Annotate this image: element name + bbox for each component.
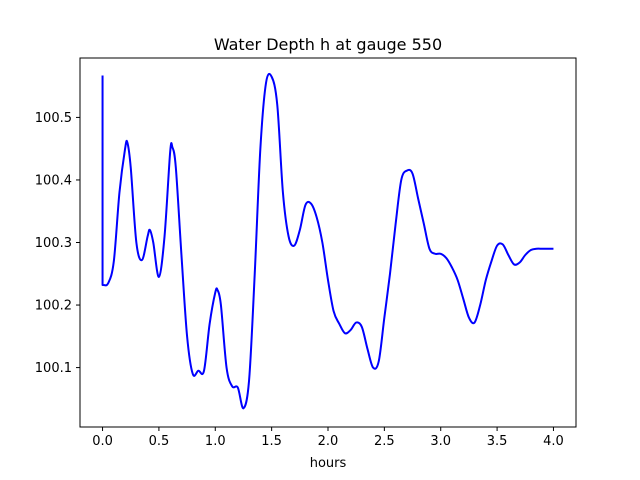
y-tick-label: 100.2 [35, 299, 72, 314]
x-tick-label: 1.5 [261, 434, 282, 449]
series-group [101, 72, 554, 410]
x-tick-label: 2.5 [374, 434, 395, 449]
x-tick-label: 4.0 [543, 434, 564, 449]
x-tick-label: 2.0 [318, 434, 339, 449]
y-tick-label: 100.5 [35, 111, 72, 126]
chart-title: Water Depth h at gauge 550 [214, 35, 442, 54]
y-tick-label: 100.1 [35, 361, 72, 376]
x-tick-label: 3.5 [487, 434, 508, 449]
x-axis-title: hours [310, 456, 347, 471]
x-axis-ticks: 0.0 0.5 1.0 1.5 2.0 2.5 3.0 3.5 4.0 [92, 427, 564, 449]
y-tick-label: 100.3 [35, 236, 72, 251]
y-axis-ticks: 100.1 100.2 100.3 100.4 100.5 [35, 111, 80, 376]
series-line [101, 72, 554, 410]
x-tick-label: 3.0 [430, 434, 451, 449]
x-tick-label: 1.0 [205, 434, 226, 449]
x-tick-label: 0.0 [92, 434, 113, 449]
y-tick-label: 100.4 [35, 173, 72, 188]
x-tick-label: 0.5 [149, 434, 170, 449]
